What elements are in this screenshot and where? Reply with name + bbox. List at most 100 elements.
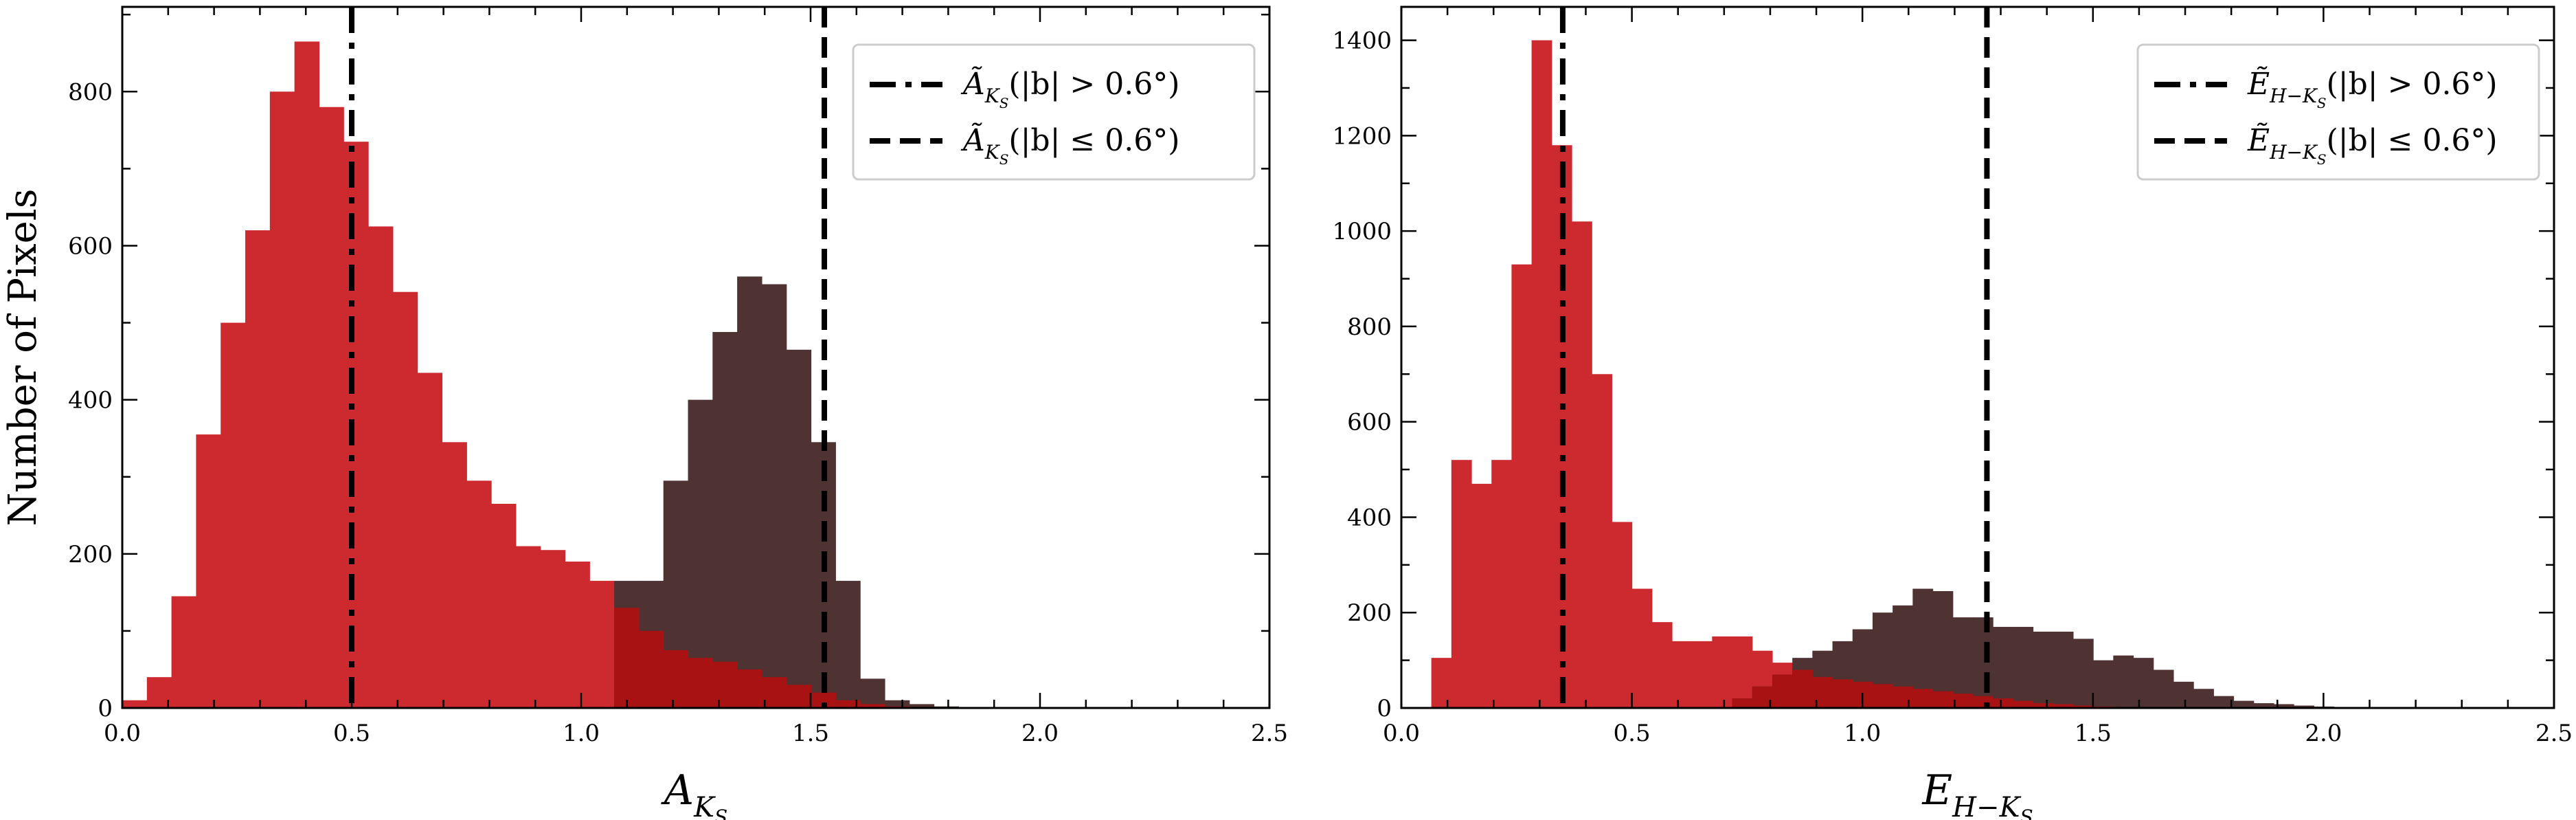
histogram-bar xyxy=(1732,636,1753,708)
plot-area xyxy=(1431,7,2355,708)
histogram-overlap-bar xyxy=(614,608,640,708)
histogram-bar xyxy=(2133,658,2154,708)
histogram-overlap-bar xyxy=(663,650,689,708)
histogram-overlap-bar xyxy=(1952,694,1974,708)
histogram-bar xyxy=(688,399,713,708)
x-tick-label: 1.0 xyxy=(563,720,600,747)
histogram-bar xyxy=(1572,221,1592,708)
legend-box xyxy=(2136,43,2540,181)
histogram-bar xyxy=(2273,704,2294,708)
histogram-bar xyxy=(884,700,910,708)
histogram-bar xyxy=(1932,591,1954,708)
histogram-bar xyxy=(589,581,615,708)
y-tick-label: 600 xyxy=(1347,409,1392,436)
histogram-bar xyxy=(2093,660,2114,708)
histogram-bar xyxy=(1651,622,1673,708)
legend-box xyxy=(852,43,1256,181)
histogram-overlap-bar xyxy=(1993,698,2013,708)
histogram-bar xyxy=(1712,636,1733,708)
legend-label: ÃKS(|b| ≤ 0.6°) xyxy=(960,122,1179,168)
histogram-bar xyxy=(269,91,295,708)
y-axis: 0 200 400 600 800 xyxy=(68,13,1269,722)
histogram-bar xyxy=(860,678,885,708)
histogram-overlap-bar xyxy=(1772,674,1793,708)
x-tick-label: 0.5 xyxy=(333,720,370,747)
histogram-overlap-bar xyxy=(1912,689,1934,708)
histogram-bar xyxy=(392,291,418,708)
histogram-overlap-bar xyxy=(1893,686,1913,708)
y-tick-label: 400 xyxy=(68,387,113,414)
y-tick-label: 1000 xyxy=(1332,218,1392,245)
plot-frame xyxy=(1400,5,2555,709)
x-tick-label: 2.0 xyxy=(1021,720,1059,747)
histogram-bar xyxy=(171,596,197,708)
x-tick-label: 1.5 xyxy=(792,720,829,747)
histogram-overlap-bar xyxy=(1832,679,1853,708)
histogram-bar xyxy=(196,434,221,708)
histogram-bar xyxy=(2294,705,2314,708)
left-panel: 0.0 0.5 1.0 1.5 2.0 2.5 0 200 400 600 800 AKS Number… xyxy=(1,5,1288,820)
histogram-bar xyxy=(343,142,369,708)
x-tick-label: 0.0 xyxy=(1383,720,1420,747)
histogram-bar xyxy=(835,581,861,708)
x-tick-label: 0.5 xyxy=(1614,720,1651,747)
y-tick-label: 200 xyxy=(68,541,113,568)
histogram-bar xyxy=(2173,681,2194,708)
histogram-bar xyxy=(2072,639,2094,708)
y-tick-label: 200 xyxy=(1347,599,1392,627)
histogram-overlap-bar xyxy=(1932,691,1954,708)
y-tick-label: 400 xyxy=(1347,504,1392,531)
histogram-bar xyxy=(1451,460,1472,708)
x-tick-label: 0.0 xyxy=(104,720,141,747)
histogram-overlap-bar xyxy=(2033,703,2054,708)
histogram-bar xyxy=(1972,617,1993,708)
legend-label: ẼH−KS(|b| ≤ 0.6°) xyxy=(2247,122,2498,168)
histogram-bar xyxy=(540,550,566,708)
histogram-bar xyxy=(294,41,320,708)
histogram-bar xyxy=(1993,627,2013,708)
histogram-overlap-bar xyxy=(786,685,812,708)
histogram-series-1 xyxy=(122,41,910,708)
histogram-bar xyxy=(1491,460,1513,708)
histogram-overlap-bar xyxy=(737,669,762,708)
histogram-overlap-bar xyxy=(1792,669,1813,708)
y-tick-label: 0 xyxy=(98,695,113,722)
y-tick-label: 800 xyxy=(68,78,113,106)
histogram-overlap-bar xyxy=(860,704,885,708)
histogram-bar xyxy=(1531,40,1552,708)
y-tick-label: 0 xyxy=(1377,695,1392,722)
histogram-bar xyxy=(811,442,836,708)
histogram-overlap-bar xyxy=(835,700,861,708)
histogram-bar xyxy=(1692,641,1713,708)
legend-label: ẼH−KS(|b| > 0.6°) xyxy=(2247,65,2498,111)
histogram-series-2 xyxy=(614,276,959,708)
histogram-bar xyxy=(2013,627,2034,708)
histogram-bar xyxy=(319,107,344,708)
histogram-bar xyxy=(1592,374,1613,708)
histogram-bar xyxy=(2113,655,2134,708)
histogram-overlap xyxy=(1732,669,2154,708)
histogram-bar xyxy=(368,226,394,708)
y-tick-label: 1200 xyxy=(1332,122,1392,150)
histogram-bar xyxy=(2253,703,2274,708)
x-tick-label: 2.0 xyxy=(2305,720,2342,747)
histogram-bar xyxy=(491,503,517,708)
y-tick-label: 800 xyxy=(1347,313,1392,341)
histogram-bar xyxy=(786,349,812,708)
histogram-bar xyxy=(2213,696,2235,708)
histogram-bar xyxy=(909,704,935,708)
histogram-bar xyxy=(2193,689,2214,708)
x-axis: 0.0 0.5 1.0 1.5 2.0 2.5 xyxy=(1383,7,2573,747)
histogram-bar xyxy=(245,230,271,708)
histogram-bar xyxy=(1431,658,1452,708)
x-axis-label: AKS xyxy=(661,766,727,820)
x-axis-label: EH−KS xyxy=(1921,766,2033,820)
histogram-bar xyxy=(737,276,762,708)
histogram-overlap-bar xyxy=(1972,696,1993,708)
histogram-overlap-bar xyxy=(2013,700,2034,708)
histogram-overlap-bar xyxy=(2072,705,2094,708)
histogram-overlap-bar xyxy=(712,661,738,708)
histogram-overlap-bar xyxy=(2053,704,2074,708)
histogram-bar xyxy=(442,442,467,708)
histogram-overlap xyxy=(614,608,910,708)
